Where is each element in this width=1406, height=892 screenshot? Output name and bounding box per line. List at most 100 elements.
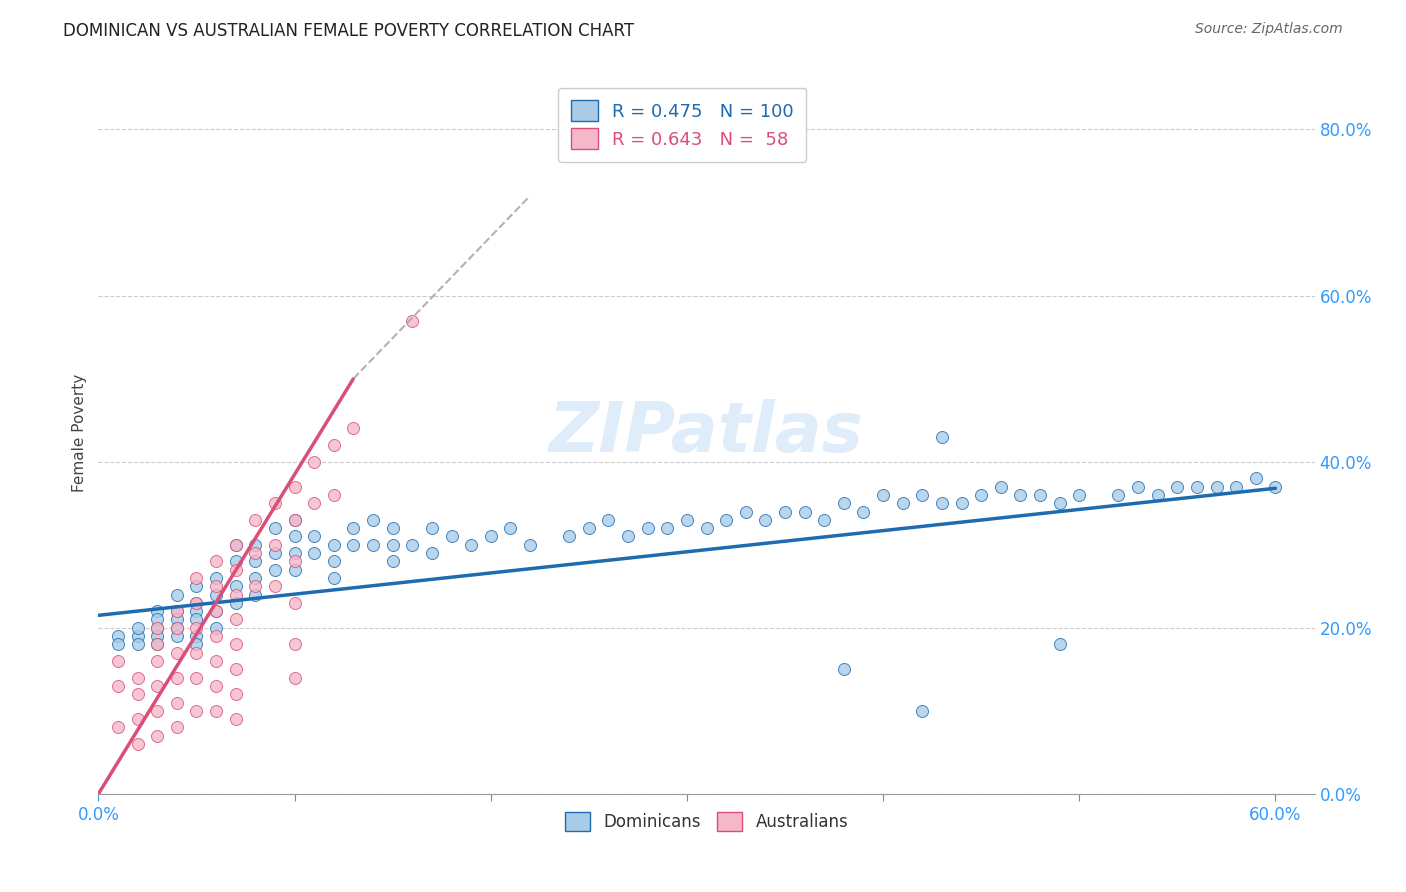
Point [911,488,934,502]
Point [245,588,267,602]
Point [381,538,404,552]
Point [813,513,835,527]
Point [225,612,247,626]
Point [166,604,188,618]
Point [107,654,129,668]
Point [1029,488,1052,502]
Point [322,488,344,502]
Y-axis label: Female Poverty: Female Poverty [72,374,87,491]
Point [186,571,208,585]
Point [558,529,581,543]
Point [146,679,169,693]
Point [322,554,344,568]
Point [284,513,307,527]
Point [107,679,129,693]
Point [245,546,267,560]
Point [186,596,208,610]
Point [127,671,149,685]
Point [284,596,307,610]
Point [479,529,502,543]
Point [166,646,188,660]
Point [264,546,287,560]
Point [361,538,384,552]
Point [127,637,149,651]
Point [401,313,423,327]
Point [186,671,208,685]
Text: ZIPatlas: ZIPatlas [548,399,865,467]
Point [342,538,364,552]
Point [225,538,247,552]
Point [127,629,149,643]
Point [166,721,188,735]
Point [832,496,855,510]
Point [186,646,208,660]
Point [146,604,169,618]
Point [284,546,307,560]
Point [166,588,188,602]
Point [186,596,208,610]
Point [1107,488,1129,502]
Point [519,538,541,552]
Point [696,521,718,535]
Point [245,538,267,552]
Point [225,579,247,593]
Point [127,737,149,751]
Point [186,612,208,626]
Point [381,554,404,568]
Point [440,529,463,543]
Legend: Dominicans, Australians: Dominicans, Australians [557,804,856,839]
Point [264,563,287,577]
Point [225,563,247,577]
Point [1244,471,1267,485]
Point [205,554,228,568]
Point [186,579,208,593]
Point [342,421,364,435]
Point [127,621,149,635]
Point [832,662,855,676]
Point [714,513,737,527]
Point [264,538,287,552]
Point [990,480,1012,494]
Point [205,654,228,668]
Point [146,621,169,635]
Point [146,629,169,643]
Point [205,579,228,593]
Point [950,496,973,510]
Point [245,554,267,568]
Point [107,637,129,651]
Point [264,579,287,593]
Point [205,621,228,635]
Point [186,637,208,651]
Point [1069,488,1091,502]
Point [107,721,129,735]
Point [754,513,776,527]
Point [205,604,228,618]
Point [284,671,307,685]
Point [420,546,443,560]
Point [1185,480,1208,494]
Point [146,729,169,743]
Point [186,704,208,718]
Point [166,604,188,618]
Point [578,521,600,535]
Point [225,554,247,568]
Point [205,679,228,693]
Point [617,529,640,543]
Point [284,637,307,651]
Point [499,521,522,535]
Point [793,504,815,518]
Point [245,571,267,585]
Point [186,629,208,643]
Point [284,554,307,568]
Point [322,438,344,452]
Point [1049,637,1071,651]
Point [107,629,129,643]
Point [773,504,796,518]
Point [186,604,208,618]
Point [1264,480,1286,494]
Point [284,513,307,527]
Point [225,712,247,726]
Point [225,637,247,651]
Point [302,546,325,560]
Point [264,496,287,510]
